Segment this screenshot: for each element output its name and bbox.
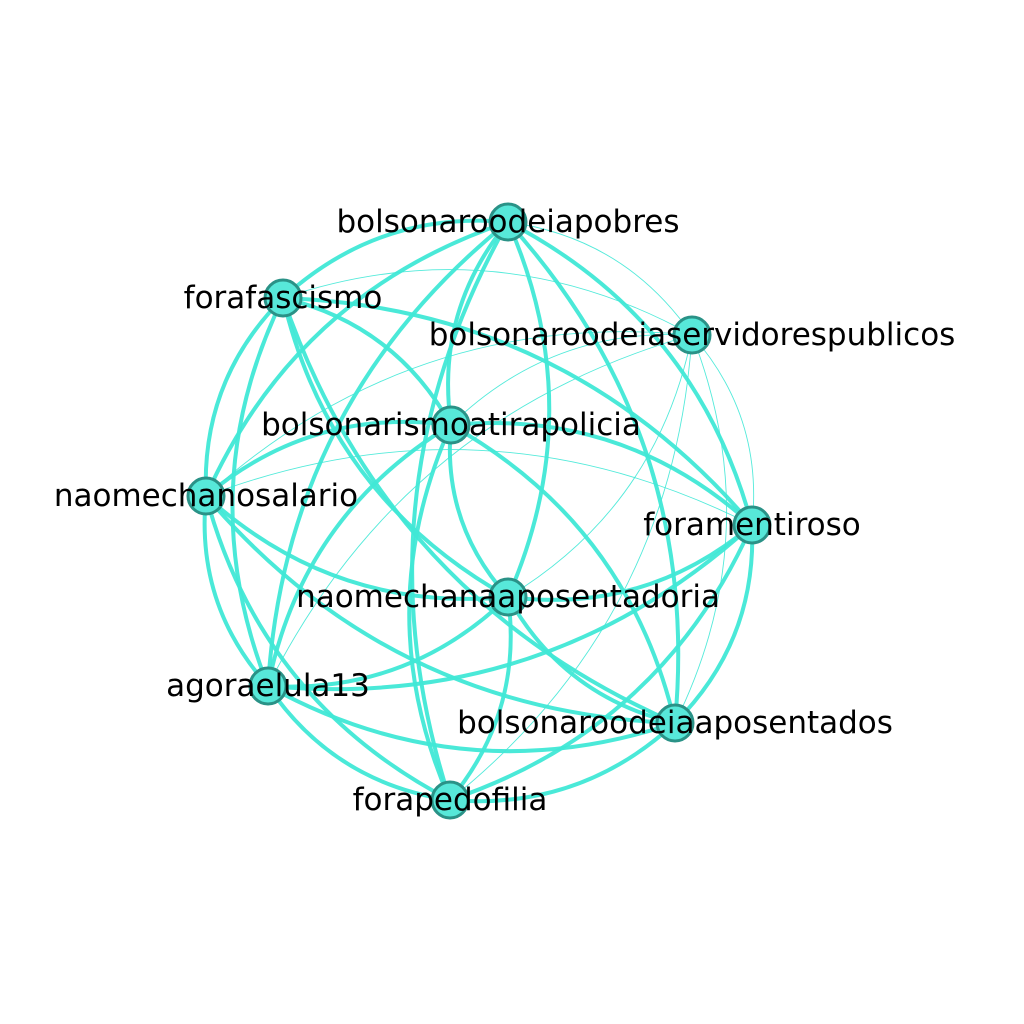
node-label-foramentiroso: foramentiroso (643, 507, 860, 543)
edge-foramentiroso-agoraelula13 (266, 523, 754, 692)
edge-bolsonaroodeiaservidorespublicos-naomechanaaposentadoria (507, 334, 693, 598)
edge-bolsonarismoatirapolicia-foramentiroso (449, 421, 754, 527)
edge-layer (202, 218, 755, 804)
node-label-bolsonaroodeiaservidorespublicos: bolsonaroodeiaservidorespublicos (429, 317, 956, 353)
edge-forafascismo-foramentiroso (281, 296, 754, 527)
edge-bolsonaroodeiapobres-forafascismo (281, 218, 510, 300)
edge-bolsonaroodeiaservidorespublicos-bolsonarismoatirapolicia (450, 333, 693, 426)
edge-bolsonaroodeiaservidorespublicos-forapedofilia (449, 334, 693, 801)
edge-bolsonaroodeiapobres-forapedofilia (410, 220, 510, 802)
edge-bolsonaroodeiaservidorespublicos-agoraelula13 (267, 334, 693, 687)
node-bolsonarismoatirapolicia[interactable] (431, 405, 471, 445)
edge-naomechanosalario-forapedofilia (204, 494, 452, 802)
edge-bolsonarismoatirapolicia-naomechanosalario (204, 419, 453, 498)
node-label-naomechanaaposentadoria: naomechanaaposentadoria (296, 579, 720, 615)
node-foramentiroso[interactable] (732, 505, 772, 545)
node-layer (186, 202, 772, 820)
node-label-naomechanosalario: naomechanosalario (54, 478, 358, 514)
node-agoraelula13[interactable] (248, 666, 288, 706)
node-label-bolsonaroodeiaaposentados: bolsonaroodeiaaposentados (457, 705, 893, 741)
node-bolsonaroodeiaservidorespublicos[interactable] (672, 315, 712, 355)
node-forafascismo[interactable] (263, 278, 303, 318)
edge-naomechanosalario-agoraelula13 (202, 494, 270, 688)
edge-foramentiroso-naomechanaaposentadoria (506, 523, 754, 602)
edge-foramentiroso-forapedofilia (448, 523, 754, 802)
node-forapedofilia[interactable] (430, 780, 470, 820)
edge-agoraelula13-bolsonaroodeiaaposentados (266, 684, 677, 754)
edge-bolsonaroodeiaservidorespublicos-bolsonaroodeiaaposentados (674, 334, 727, 724)
edge-bolsonaroodeiaservidorespublicos-foramentiroso (691, 334, 755, 526)
node-label-bolsonarismoatirapolicia: bolsonarismoatirapolicia (261, 407, 641, 443)
edge-forafascismo-agoraelula13 (230, 296, 285, 688)
node-naomechanaaposentadoria[interactable] (488, 577, 528, 617)
edge-forafascismo-bolsonaroodeiaaposentados (281, 296, 677, 725)
edge-bolsonaroodeiapobres-foramentiroso (506, 220, 754, 527)
edge-bolsonarismoatirapolicia-forapedofilia (407, 423, 453, 802)
edge-bolsonaroodeiapobres-bolsonaroodeiaservidorespublicos (507, 221, 693, 336)
edge-bolsonaroodeiapobres-naomechanosalario (204, 220, 510, 498)
node-naomechanosalario[interactable] (186, 476, 226, 516)
edge-naomechanaaposentadoria-forapedofilia (448, 595, 513, 802)
edge-agoraelula13-forapedofilia (266, 684, 452, 802)
edge-bolsonarismoatirapolicia-agoraelula13 (266, 423, 453, 688)
node-label-bolsonaroodeiapobres: bolsonaroodeiapobres (337, 204, 680, 240)
edge-bolsonarismoatirapolicia-naomechanaaposentadoria (447, 423, 510, 599)
edge-forafascismo-bolsonaroodeiaservidorespublicos (282, 269, 693, 336)
edge-forafascismo-bolsonarismoatirapolicia (281, 296, 453, 427)
edge-naomechanaaposentadoria-agoraelula13 (266, 595, 510, 689)
edge-bolsonaroodeiapobres-naomechanaaposentadoria (506, 220, 552, 599)
edge-naomechanosalario-naomechanaaposentadoria (204, 494, 510, 601)
node-label-agoraelula13: agoraelula13 (166, 668, 370, 704)
edge-forafascismo-naomechanosalario (203, 296, 285, 498)
edge-bolsonarismoatirapolicia-bolsonaroodeiaaposentados (449, 423, 677, 725)
edge-naomechanosalario-foramentiroso (205, 449, 753, 526)
label-layer: bolsonaroodeiapobres forafascismo bolsonar… (54, 204, 955, 818)
edge-naomechanosalario-bolsonaroodeiaservidorespublicos (205, 331, 693, 497)
node-label-forapedofilia: forapedofilia (353, 782, 548, 818)
edge-naomechanaaposentadoria-bolsonaroodeiaaposentados (506, 595, 677, 725)
node-label-forafascismo: forafascismo (184, 280, 383, 316)
edge-foramentiroso-bolsonaroodeiaaposentados (673, 523, 755, 725)
edge-bolsonaroodeiaaposentados-forapedofilia (448, 721, 677, 804)
edge-bolsonaroodeiapobres-bolsonarismoatirapolicia (446, 220, 510, 427)
node-bolsonaroodeiaaposentados[interactable] (655, 703, 695, 743)
edge-forafascismo-naomechanaaposentadoria (281, 296, 510, 599)
node-bolsonaroodeiapobres[interactable] (488, 202, 528, 242)
